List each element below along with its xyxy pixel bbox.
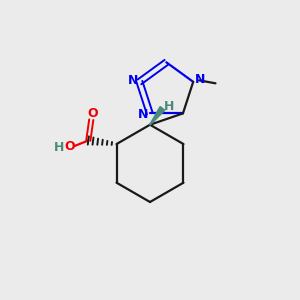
- Text: O: O: [87, 106, 98, 120]
- Text: H: H: [53, 141, 64, 154]
- Text: O: O: [64, 140, 75, 153]
- Text: N: N: [128, 74, 138, 87]
- Text: N: N: [195, 73, 205, 86]
- Text: N: N: [138, 108, 148, 122]
- Polygon shape: [150, 106, 165, 125]
- Text: H: H: [164, 100, 174, 113]
